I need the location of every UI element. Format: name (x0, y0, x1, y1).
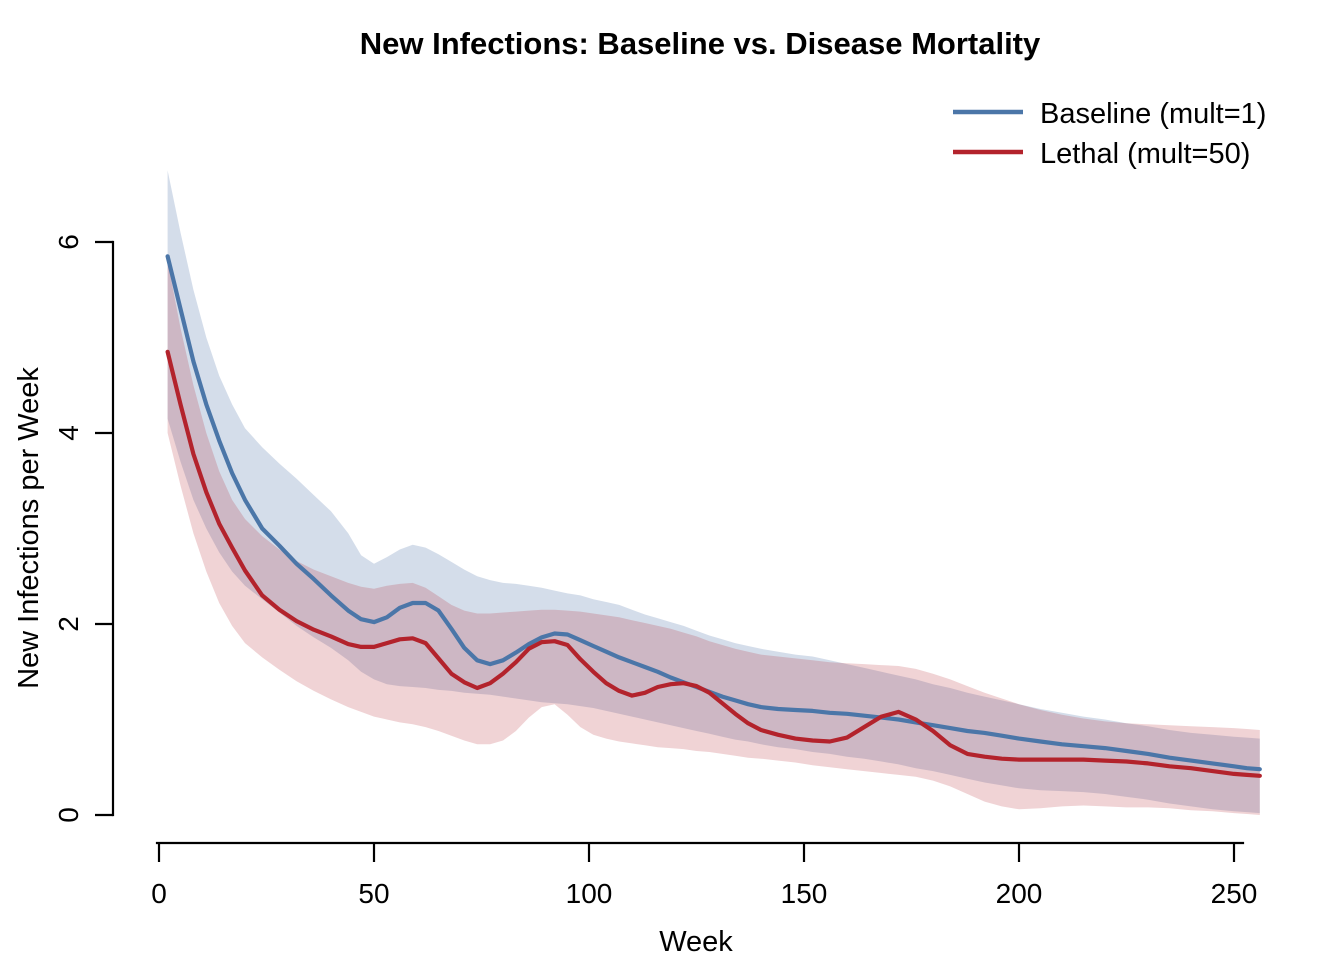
y-tick-label: 0 (53, 807, 84, 823)
series-lines (165, 254, 1262, 778)
y-axis-title: New Infections per Week (13, 367, 45, 689)
x-tick-label: 150 (781, 878, 828, 909)
legend-label-lethal: Lethal (mult=50) (1040, 138, 1250, 170)
x-tick-label: 100 (566, 878, 613, 909)
legend-label-baseline: Baseline (mult=1) (1040, 98, 1266, 130)
band-lethal (167, 261, 1260, 816)
line-lethal (165, 349, 1262, 778)
band-baseline (167, 170, 1260, 814)
x-tick-label: 50 (358, 878, 389, 909)
x-tick-label: 250 (1211, 878, 1258, 909)
x-tick-label: 200 (996, 878, 1043, 909)
legend: Baseline (mult=1) Lethal (mult=50) (953, 98, 1266, 170)
axes: 0 50 100 150 200 250 0 2 4 6 (53, 234, 1257, 909)
y-tick-label: 2 (53, 616, 84, 632)
confidence-bands (167, 170, 1260, 816)
chart-title: New Infections: Baseline vs. Disease Mor… (360, 26, 1041, 61)
y-tick-label: 4 (53, 425, 84, 441)
line-baseline (165, 254, 1262, 772)
x-tick-label: 0 (151, 878, 167, 909)
x-axis-title: Week (659, 926, 733, 958)
y-tick-label: 6 (53, 234, 84, 250)
